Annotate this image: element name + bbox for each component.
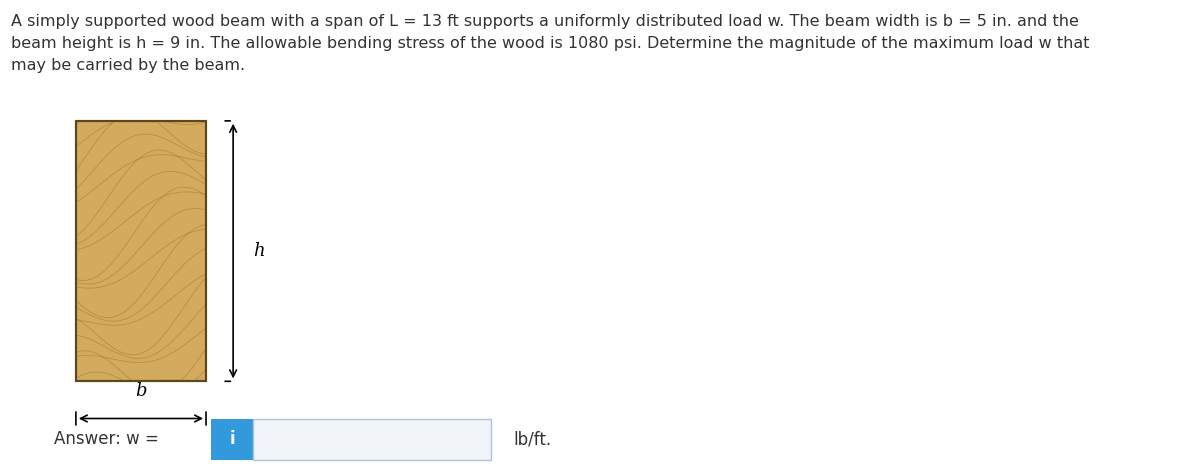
FancyBboxPatch shape (211, 418, 253, 460)
Text: A simply supported wood beam with a span of L = 13 ft supports a uniformly distr: A simply supported wood beam with a span… (11, 14, 1090, 73)
Text: b: b (136, 382, 146, 400)
FancyBboxPatch shape (76, 121, 206, 381)
FancyBboxPatch shape (253, 418, 491, 460)
Text: i: i (229, 431, 235, 448)
Text: lb/ft.: lb/ft. (512, 431, 551, 448)
Text: Answer: w =: Answer: w = (54, 431, 160, 448)
Text: h: h (253, 242, 264, 260)
